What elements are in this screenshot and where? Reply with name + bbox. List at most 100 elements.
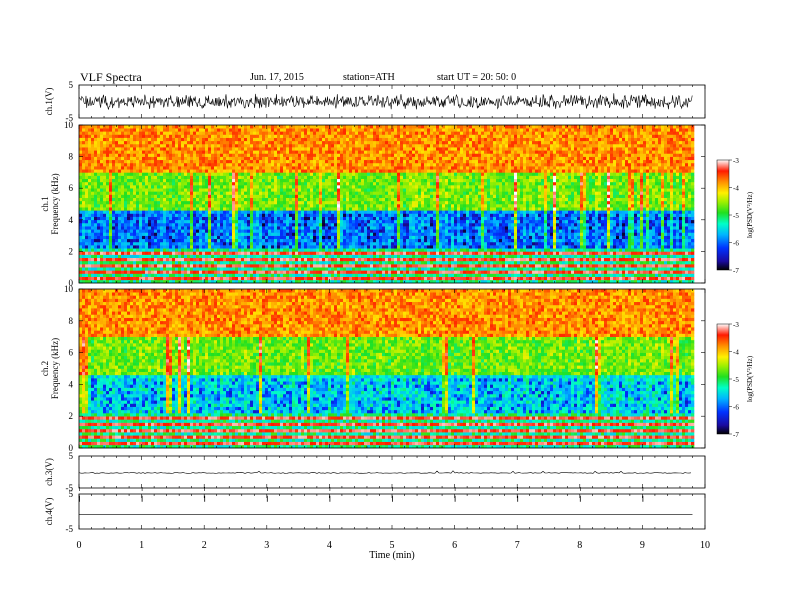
spectro-cell (346, 200, 350, 205)
spectro-cell (166, 143, 170, 148)
spectro-cell (334, 254, 338, 259)
spectro-cell (160, 159, 164, 164)
spectro-cell (280, 251, 284, 255)
spectro-cell (82, 222, 86, 227)
spectro-cell (100, 245, 104, 249)
spectro-cell (346, 222, 350, 227)
spectro-cell (241, 191, 245, 195)
spectro-cell (328, 191, 332, 195)
spectro-cell (205, 213, 209, 217)
spectro-cell (316, 169, 320, 173)
spectro-cell (355, 128, 359, 132)
spectro-cell (118, 273, 122, 277)
spectro-cell (112, 137, 116, 142)
spectro-cell (211, 175, 215, 180)
spectro-cell (136, 207, 140, 211)
spectro-cell (208, 156, 212, 161)
spectro-cell (205, 169, 209, 173)
spectro-cell (316, 191, 320, 195)
spectro-cell (148, 169, 152, 173)
spectro-cell (226, 137, 230, 142)
spectro-cell (85, 248, 89, 252)
spectro-cell (289, 194, 293, 198)
spectro-cell (250, 222, 254, 227)
spectro-cell (121, 222, 125, 227)
spectro-cell (292, 188, 296, 192)
spectro-cell (358, 140, 362, 145)
spectro-cell (175, 175, 179, 180)
spectro-cell (187, 178, 191, 183)
spectro-cell (202, 175, 206, 180)
spectro-cell (343, 137, 347, 142)
spectro-cell (139, 264, 143, 268)
spectro-cell (256, 188, 260, 192)
spectro-cell (190, 232, 194, 236)
spectro-cell (331, 181, 335, 186)
spectro-cell (106, 172, 110, 176)
spectro-cell (103, 226, 107, 230)
spectro-cell (85, 197, 89, 202)
spectro-cell (304, 191, 308, 195)
spectro-cell (262, 241, 266, 246)
spectro-cell (97, 207, 101, 211)
spectro-cell (358, 260, 362, 265)
spectro-cell (247, 235, 251, 240)
spectro-cell (301, 147, 305, 151)
spectro-cell (253, 251, 257, 255)
spectro-cell (154, 260, 158, 265)
spectro-cell (151, 207, 155, 211)
spectro-cell (241, 210, 245, 214)
spectro-cell (355, 191, 359, 195)
spectro-cell (337, 241, 341, 246)
spectro-cell (247, 251, 251, 255)
spectro-cell (130, 140, 134, 145)
spectro-cell (151, 264, 155, 268)
spectro-cell (130, 150, 134, 154)
spectro-cell (298, 251, 302, 255)
spectro-cell (127, 232, 131, 236)
spectro-cell (229, 181, 233, 186)
spectro-cell (163, 200, 167, 205)
spectro-cell (241, 207, 245, 211)
spectro-cell (310, 200, 314, 205)
spectro-cell (106, 210, 110, 214)
spectro-cell (256, 235, 260, 240)
spectro-cell (145, 207, 149, 211)
spectro-cell (211, 131, 215, 135)
spectro-cell (304, 241, 308, 246)
spectro-cell (271, 185, 275, 189)
spectro-cell (361, 276, 365, 281)
spectro-cell (166, 150, 170, 154)
spectro-cell (253, 210, 257, 214)
spectro-cell (157, 178, 161, 183)
spectro-cell (199, 191, 203, 195)
spectro-cell (340, 159, 344, 164)
spectro-cell (367, 235, 371, 240)
spectro-cell (361, 159, 365, 164)
spectro-cell (130, 270, 134, 274)
spectro-cell (259, 169, 263, 173)
spectro-cell (145, 238, 149, 243)
spectro-cell (268, 232, 272, 236)
spectro-cell (148, 166, 152, 170)
spectro-cell (88, 238, 92, 243)
spectro-cell (283, 226, 287, 230)
spectro-cell (355, 131, 359, 135)
spectro-cell (280, 156, 284, 161)
spectro-cell (313, 166, 317, 170)
spectro-cell (295, 200, 299, 205)
spectro-cell (214, 150, 218, 154)
spectro-cell (184, 251, 188, 255)
spectro-cell (238, 264, 242, 268)
spectro-cell (373, 191, 377, 195)
spectro-cell (286, 197, 290, 202)
spectro-cell (121, 226, 125, 230)
spectro-cell (277, 219, 281, 224)
spectro-cell (82, 166, 86, 170)
spectro-cell (133, 279, 137, 284)
spectro-cell (97, 175, 101, 180)
spectro-cell (376, 188, 380, 192)
spectro-cell (307, 128, 311, 132)
spectro-cell (106, 169, 110, 173)
spectro-cell (322, 270, 326, 274)
